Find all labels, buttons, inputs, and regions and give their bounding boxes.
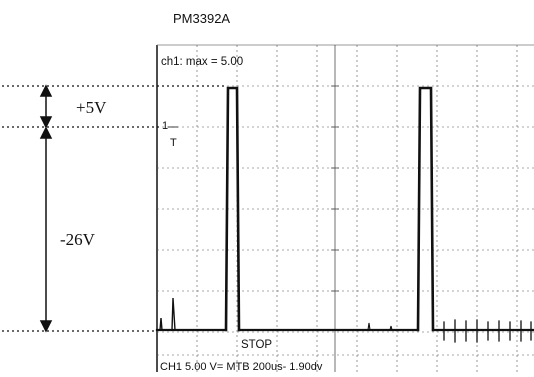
noise-spikes-right	[443, 319, 532, 343]
trigger-marker: T	[170, 137, 177, 149]
upper-span-arrow	[39, 84, 53, 129]
reference-lines	[2, 85, 226, 332]
center-axis-ticks	[331, 45, 339, 372]
instrument-model: PM3392A	[173, 11, 230, 26]
pulse-1	[224, 86, 241, 332]
lower-span-label: -26V	[60, 230, 96, 249]
channel-marker: 1	[162, 120, 168, 132]
lower-span-arrow	[39, 126, 53, 333]
scope-screen	[156, 44, 534, 372]
pulse-2	[416, 86, 435, 332]
upper-span-label: +5V	[76, 98, 107, 117]
settings-readout: CH1 5.00 V= MTB 200us- 1.90dv	[160, 361, 323, 373]
waveform-trace	[155, 86, 534, 343]
acquisition-status: STOP	[241, 339, 272, 351]
small-glitch	[367, 322, 393, 331]
measurement-readout: ch1: max = 5.00	[161, 56, 243, 68]
noise-spike-left	[159, 297, 176, 331]
